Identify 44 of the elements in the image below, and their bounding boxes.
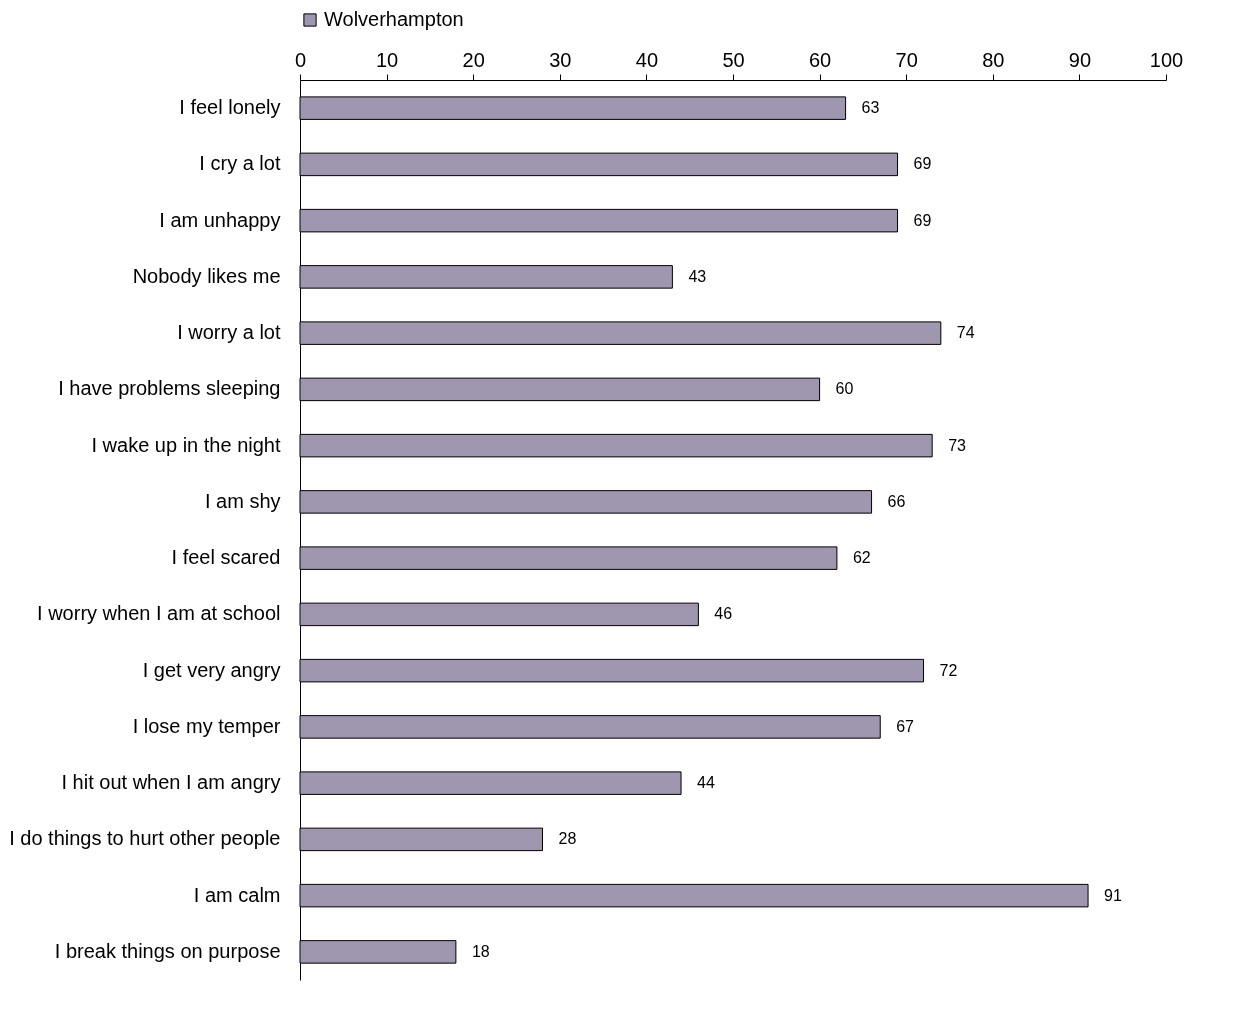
y-tick-label: I lose my temper [132,714,281,737]
y-tick-label: I feel scared [171,546,281,569]
y-tick-label: Nobody likes me [132,264,281,287]
data-label: 60 [835,380,854,398]
x-tick-label: 20 [462,48,485,71]
data-label: 46 [714,605,733,623]
data-label: 74 [956,324,975,342]
x-tick-label: 30 [549,48,572,71]
x-tick-label: 100 [1149,48,1184,71]
legend-label: Wolverhampton [324,8,464,30]
y-tick-label: I get very angry [142,658,281,681]
x-tick-label: 10 [375,48,399,71]
y-tick-label: I have problems sleeping [58,377,281,400]
data-label: 43 [688,267,707,285]
y-tick-label: I worry a lot [177,321,281,344]
x-tick-label: 0 [294,48,307,71]
y-tick-label: I am calm [193,883,281,906]
data-label: 69 [913,155,932,173]
x-tick-label: 60 [808,48,832,71]
y-tick-label: I hit out when I am angry [61,771,281,794]
data-label: 69 [913,211,932,229]
y-tick-label: I feel lonely [179,96,281,119]
y-tick-label: I break things on purpose [54,939,281,962]
y-tick-label: I worry when I am at school [37,602,281,625]
x-tick-label: 50 [722,48,745,71]
data-label: 67 [896,717,915,735]
y-tick-label: I wake up in the night [91,433,281,456]
x-tick-label: 80 [982,48,1005,71]
data-label: 62 [852,549,871,567]
data-label: 91 [1104,886,1122,904]
data-label: 18 [471,942,490,960]
data-label: 44 [697,774,715,792]
data-label: 72 [939,661,958,679]
x-tick-label: 90 [1068,48,1092,71]
data-label: 66 [887,492,906,510]
y-tick-label: I do things to hurt other people [9,827,281,850]
y-tick-label: I cry a lot [199,152,281,175]
data-label: 28 [558,830,577,848]
x-tick-label: 40 [635,48,659,71]
data-label: 73 [948,436,967,454]
data-label: 63 [861,99,880,117]
x-tick-label: 70 [895,48,918,71]
y-tick-label: I am shy [204,489,281,512]
y-tick-label: I am unhappy [159,208,281,231]
